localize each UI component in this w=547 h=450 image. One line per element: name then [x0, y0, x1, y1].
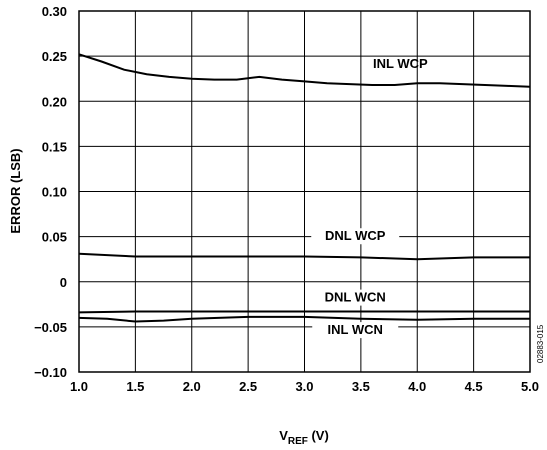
series-label-background [311, 228, 400, 245]
x-axis-label-unit: (V) [308, 428, 329, 443]
label-layer: INL WCP DNL WCP DNL WCN INL WCN [311, 56, 428, 339]
series-line-dnl-wcn [78, 310, 530, 314]
tick-layer: 1.0 1.5 2.0 2.5 3.0 3.5 4.0 4.5 5.0 0.30 0.25 0.20 0… [34, 4, 539, 394]
x-tick-label: 1.5 [126, 379, 144, 394]
y-tick-label: −0.05 [34, 320, 67, 335]
x-axis-label-sub: REF [288, 436, 308, 447]
y-tick-label: −0.10 [34, 365, 67, 380]
series-label-dnl-wcp: DNL WCP [325, 228, 386, 243]
y-tick-label: 0.10 [42, 185, 67, 200]
x-tick-label: 2.5 [239, 379, 257, 394]
x-tick-label: 4.0 [408, 379, 426, 394]
y-tick-label: 0.25 [42, 49, 67, 64]
x-axis-label: VREF (V) [279, 428, 329, 447]
x-tick-label: 5.0 [521, 379, 539, 394]
series-label-background [311, 289, 400, 306]
y-tick-label: 0.15 [42, 139, 67, 154]
x-tick-label: 3.5 [352, 379, 370, 394]
x-tick-label: 2.0 [183, 379, 201, 394]
series-line-inl-wcp [78, 53, 531, 88]
series-line-inl-wcn [78, 315, 530, 323]
series-label-dnl-wcn: DNL WCN [325, 290, 386, 305]
series-label-inl-wcp: INL WCP [373, 56, 428, 71]
y-axis-label: ERROR (LSB) [8, 148, 23, 233]
series-layer [78, 53, 531, 323]
figure-code: 02883-015 [536, 324, 545, 363]
series-line-dnl-wcp [78, 252, 530, 261]
x-tick-label: 3.0 [295, 379, 313, 394]
series-label-background [312, 322, 399, 339]
plot-frame [78, 10, 531, 373]
series-label-inl-wcn: INL WCN [328, 322, 383, 337]
x-tick-label: 4.5 [465, 379, 483, 394]
y-tick-label: 0.30 [42, 4, 67, 19]
x-axis-label-main: V [279, 428, 288, 443]
y-tick-label: 0 [60, 275, 67, 290]
y-tick-label: 0.20 [42, 94, 67, 109]
y-tick-label: 0.05 [42, 230, 67, 245]
x-tick-label: 1.0 [70, 379, 88, 394]
